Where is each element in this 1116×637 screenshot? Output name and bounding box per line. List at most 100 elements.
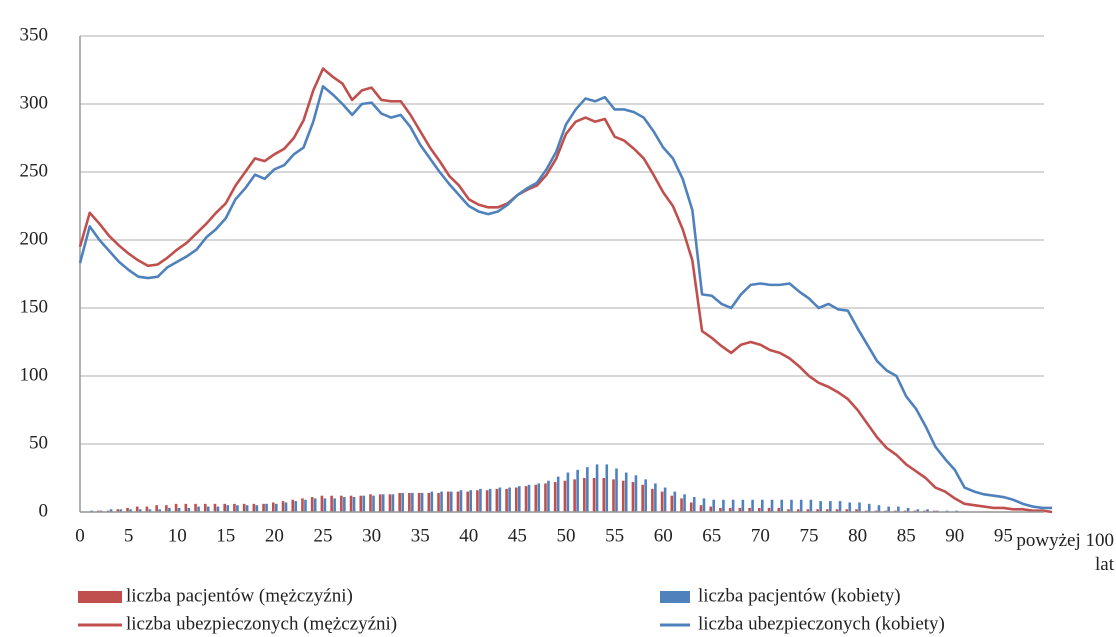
bar	[320, 495, 324, 512]
bar	[583, 478, 586, 512]
bar	[819, 501, 822, 512]
bar	[534, 484, 538, 512]
x-tick-label: 20	[265, 525, 284, 546]
y-tick-label: 300	[20, 92, 49, 113]
x-tick-label: 50	[557, 525, 576, 546]
bar	[430, 491, 434, 512]
bar	[116, 509, 120, 512]
x-tick-label: 90	[945, 525, 964, 546]
bar	[388, 494, 392, 512]
legend-label: liczba ubezpieczonych (kobiety)	[698, 613, 945, 634]
bar	[213, 503, 217, 512]
bar	[119, 509, 123, 512]
x-tick-label: 40	[459, 525, 478, 546]
bar	[398, 492, 401, 512]
bar	[699, 505, 703, 512]
bar	[440, 491, 443, 512]
bar	[586, 467, 589, 512]
bar	[378, 494, 382, 512]
bar	[826, 509, 829, 512]
bar	[369, 494, 372, 512]
bar	[469, 490, 472, 512]
bar	[437, 492, 440, 512]
bar	[284, 502, 288, 512]
legend-swatch	[660, 591, 690, 603]
bar	[683, 494, 686, 512]
x-tick-label: 55	[605, 525, 624, 546]
bar	[466, 491, 469, 512]
bar	[449, 491, 453, 512]
bar	[233, 503, 236, 512]
bar	[236, 505, 239, 512]
y-tick-label: 200	[20, 228, 49, 249]
bar	[310, 497, 314, 512]
bar	[712, 499, 715, 512]
bar	[897, 506, 900, 512]
bar	[109, 509, 113, 512]
legend-label: liczba pacjentów (mężczyźni)	[126, 585, 353, 606]
bar	[738, 507, 742, 512]
x-tick-label: 45	[508, 525, 527, 546]
bar	[518, 486, 521, 512]
bar	[563, 480, 567, 512]
line	[78, 85, 1052, 510]
bar	[194, 503, 197, 512]
bar	[544, 483, 547, 512]
bar	[498, 487, 502, 512]
bar	[459, 490, 463, 512]
bar	[770, 499, 774, 512]
bar	[206, 506, 210, 512]
x-tick-label: 85	[897, 525, 916, 546]
bar	[761, 499, 764, 512]
bar	[806, 509, 810, 512]
bar	[670, 495, 674, 512]
bar	[722, 499, 725, 512]
bar	[349, 495, 353, 512]
bar	[265, 503, 268, 512]
bar	[877, 505, 881, 512]
bar	[887, 506, 890, 512]
bar	[547, 480, 550, 512]
legend-label: liczba ubezpieczonych (mężczyźni)	[126, 613, 397, 634]
bar	[605, 464, 609, 512]
y-tick-label: 50	[29, 432, 48, 453]
bar	[566, 472, 570, 512]
bar	[129, 509, 132, 512]
bar	[728, 507, 732, 512]
x-tick-label: 25	[314, 525, 333, 546]
bar	[634, 475, 638, 512]
bar	[515, 487, 518, 512]
bar	[420, 492, 424, 512]
bar	[816, 509, 819, 512]
bar	[916, 509, 920, 512]
bar	[576, 469, 579, 512]
bar	[758, 507, 761, 512]
bar	[262, 503, 265, 512]
bar	[323, 498, 327, 512]
bar	[304, 499, 307, 512]
bar	[809, 499, 813, 512]
x-tick-label: 10	[168, 525, 187, 546]
bar	[602, 478, 606, 512]
bar	[709, 506, 712, 512]
bar	[138, 509, 142, 512]
bar	[391, 494, 395, 512]
bar	[838, 501, 842, 512]
bar	[242, 503, 246, 512]
bar	[573, 479, 576, 512]
bar	[858, 502, 861, 512]
bar	[216, 506, 220, 512]
x-tick-label: 35	[411, 525, 430, 546]
bar	[848, 502, 852, 512]
bar	[168, 507, 171, 512]
bar	[780, 499, 784, 512]
bar	[184, 503, 188, 512]
bar	[799, 499, 803, 512]
x-tick-label: 80	[848, 525, 867, 546]
bar	[476, 490, 479, 512]
bar	[663, 487, 667, 512]
bar	[255, 505, 259, 512]
bar	[352, 497, 356, 512]
